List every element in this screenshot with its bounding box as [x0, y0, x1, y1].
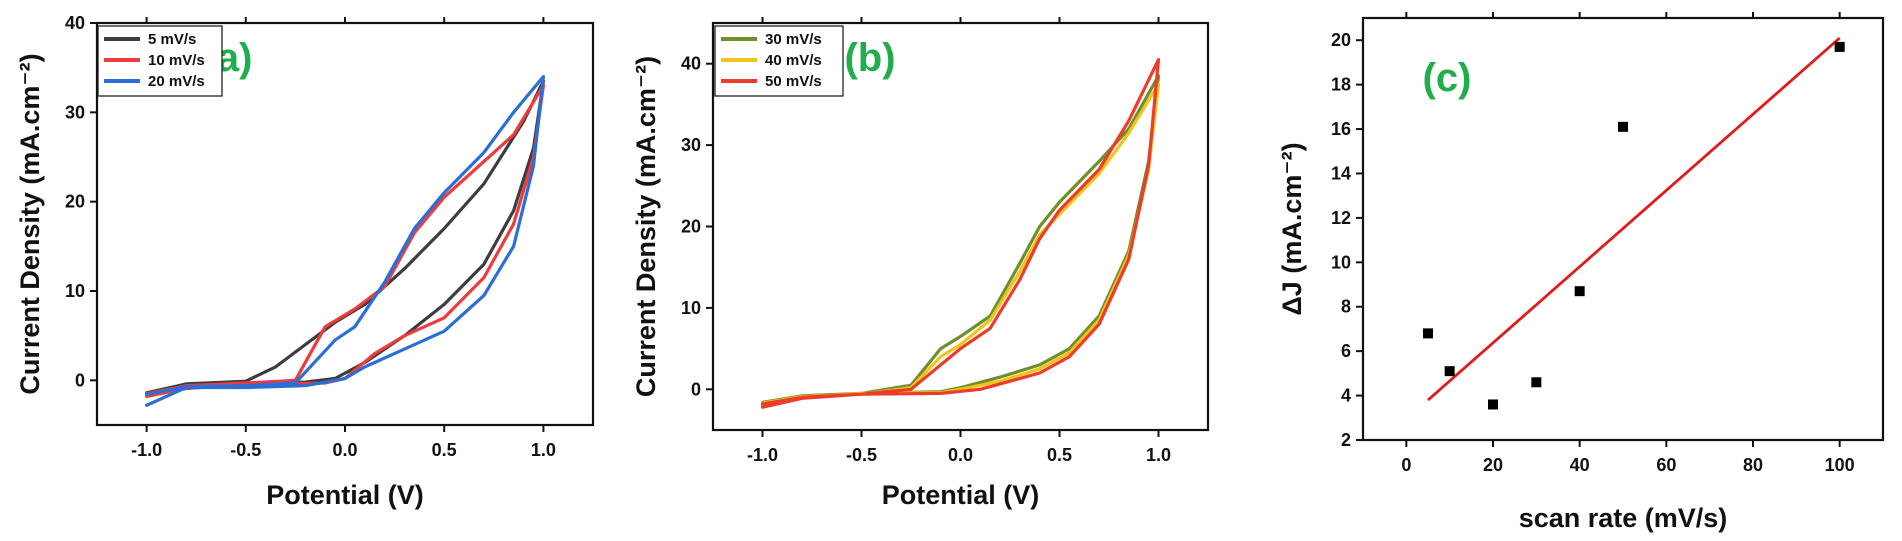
x-tick-label: -1.0 [747, 445, 778, 465]
x-tick-label: -1.0 [131, 440, 162, 460]
y-tick-label: 10 [1331, 252, 1351, 272]
data-point [1531, 377, 1542, 388]
x-tick-label: 0.0 [948, 445, 973, 465]
x-axis-label: scan rate (mV/s) [1519, 503, 1728, 533]
legend-label: 30 mV/s [765, 31, 822, 48]
y-tick-label: 30 [681, 135, 701, 155]
series-line-10-mv-s [145, 83, 545, 398]
data-point [1574, 286, 1585, 297]
y-tick-label: 6 [1341, 341, 1351, 361]
y-tick-label: 10 [65, 281, 85, 301]
x-axis-label: Potential (V) [266, 480, 424, 510]
y-axis-label: ΔJ (mA.cm⁻²) [1277, 142, 1307, 315]
legend-label: 50 mV/s [765, 73, 822, 90]
data-point [1834, 41, 1845, 52]
legend-label: 5 mV/s [148, 31, 196, 48]
legend-label: 10 mV/s [148, 52, 205, 69]
data-point [1423, 328, 1433, 339]
y-tick-label: 40 [681, 54, 701, 74]
plot-frame [95, 21, 595, 427]
y-tick-label: 20 [681, 217, 701, 237]
y-tick-label: 30 [65, 102, 85, 122]
legend-label: 20 mV/s [148, 73, 205, 90]
y-tick-label: 20 [65, 192, 85, 212]
y-tick-label: 2 [1341, 430, 1351, 450]
chart-panel-1: -1.0 -0.5 0.0 0.5 1.0 0 10 20 30 40 Potential (V) C… [15, 13, 595, 510]
y-tick-label: 4 [1341, 386, 1351, 406]
x-tick-label: 0.5 [432, 440, 457, 460]
fit-line [1427, 36, 1841, 402]
x-tick-label: -0.5 [230, 440, 261, 460]
x-tick-label: 80 [1743, 455, 1763, 475]
y-tick-label: 8 [1341, 297, 1351, 317]
x-tick-label: 40 [1570, 455, 1590, 475]
panel-label: (b) [844, 36, 895, 80]
y-tick-label: 14 [1331, 163, 1351, 183]
series-line-50-mv-s [760, 58, 1161, 409]
x-tick-label: 20 [1483, 455, 1503, 475]
x-tick-label: 100 [1825, 455, 1855, 475]
x-tick-label: 1.0 [1146, 445, 1171, 465]
data-point [1444, 366, 1455, 377]
y-axis-label: Current Density (mA.cm⁻²) [631, 56, 661, 397]
x-tick-label: 60 [1656, 455, 1676, 475]
chart-panel-2: -1.0 -0.5 0.0 0.5 1.0 0 10 20 30 40 Potential (V) C… [631, 17, 1210, 510]
x-tick-label: -0.5 [846, 445, 877, 465]
series-line-40-mv-s [760, 82, 1161, 408]
plot-frame [1361, 16, 1885, 442]
series-line-20-mv-s [145, 75, 545, 407]
data-point [1488, 399, 1498, 410]
chart-panel-3: 0 20 40 60 80 100 2 4 6 8 10 12 14 16 18 20 scan rate (m… [1277, 12, 1885, 533]
y-tick-label: 20 [1331, 30, 1351, 50]
y-tick-label: 12 [1331, 208, 1351, 228]
y-tick-label: 10 [681, 298, 701, 318]
y-tick-label: 40 [65, 13, 85, 33]
plot-frame [711, 21, 1210, 432]
y-tick-label: 0 [75, 370, 85, 390]
y-tick-label: 0 [691, 379, 701, 399]
x-tick-label: 0 [1401, 455, 1411, 475]
y-tick-label: 18 [1331, 75, 1351, 95]
x-tick-label: 0.0 [332, 440, 357, 460]
y-axis-label: Current Density (mA.cm⁻²) [15, 53, 45, 394]
x-tick-label: 0.5 [1047, 445, 1072, 465]
series-line-30-mv-s [760, 74, 1161, 406]
y-tick-label: 16 [1331, 119, 1351, 139]
series-line-5-mv-s [145, 79, 545, 397]
x-tick-label: 1.0 [531, 440, 556, 460]
x-axis-label: Potential (V) [882, 480, 1040, 510]
panel-label: (c) [1423, 56, 1472, 100]
data-point [1618, 121, 1628, 132]
legend-label: 40 mV/s [765, 52, 822, 69]
